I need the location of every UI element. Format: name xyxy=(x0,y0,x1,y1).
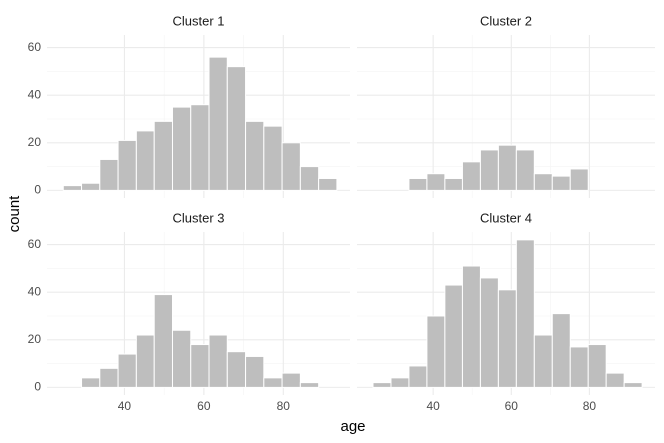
bar xyxy=(81,377,101,388)
bar xyxy=(515,239,535,388)
bar xyxy=(408,365,428,388)
x-tick-label: 60 xyxy=(505,399,519,413)
y-tick-label: 20 xyxy=(28,135,42,149)
bar xyxy=(551,313,571,388)
y-tick-label: 60 xyxy=(28,237,42,251)
bar xyxy=(226,66,247,191)
bar xyxy=(245,355,265,388)
bar xyxy=(444,177,463,191)
bar xyxy=(190,344,210,388)
bar xyxy=(208,56,228,191)
x-tick-label: 80 xyxy=(583,399,597,413)
bar xyxy=(135,334,155,388)
bar xyxy=(245,120,265,191)
bar xyxy=(318,177,338,191)
bar xyxy=(426,173,446,191)
bar xyxy=(623,382,643,388)
bar xyxy=(117,353,137,388)
y-tick-label: 40 xyxy=(28,87,42,101)
bar xyxy=(99,367,119,388)
bar xyxy=(551,175,571,191)
bar xyxy=(281,372,301,388)
x-tick-label: 40 xyxy=(118,399,132,413)
bar xyxy=(605,372,625,388)
bar xyxy=(263,125,283,191)
bar xyxy=(171,106,192,191)
y-tick-label: 0 xyxy=(34,183,41,197)
bar xyxy=(171,329,192,388)
bar xyxy=(372,382,392,388)
y-tick-label: 40 xyxy=(28,284,42,298)
facet-title: Cluster 1 xyxy=(172,13,224,28)
x-tick-label: 60 xyxy=(197,399,211,413)
y-tick-label: 20 xyxy=(28,332,42,346)
y-tick-label: 0 xyxy=(34,380,41,394)
bar xyxy=(587,344,607,388)
bar xyxy=(263,377,283,388)
facet-title: Cluster 4 xyxy=(480,210,532,225)
bar xyxy=(533,173,553,191)
bar xyxy=(479,149,499,191)
bar xyxy=(569,168,589,191)
bar xyxy=(461,265,481,388)
bar xyxy=(226,351,247,388)
bar xyxy=(461,161,481,191)
bar xyxy=(497,144,517,191)
x-tick-label: 40 xyxy=(426,399,440,413)
x-axis-title: age xyxy=(340,418,365,435)
x-tick-label: 80 xyxy=(277,399,291,413)
facet-title: Cluster 3 xyxy=(172,210,224,225)
bar xyxy=(299,382,320,388)
facet-title: Cluster 2 xyxy=(480,13,532,28)
bar xyxy=(81,182,101,191)
bar xyxy=(299,166,320,191)
bar xyxy=(99,158,119,191)
y-axis-title: count xyxy=(6,195,23,233)
bar xyxy=(153,294,173,388)
bar xyxy=(569,346,589,388)
bar xyxy=(533,334,553,388)
bar xyxy=(390,377,410,388)
bar xyxy=(190,104,210,191)
bar xyxy=(515,149,535,191)
bar xyxy=(135,130,155,191)
bar xyxy=(153,120,173,191)
bar xyxy=(426,315,446,388)
bar xyxy=(444,284,463,388)
y-tick-label: 60 xyxy=(28,40,42,54)
bar xyxy=(62,185,83,191)
bar xyxy=(117,139,137,191)
bar xyxy=(408,177,428,191)
bar xyxy=(479,277,499,388)
bar xyxy=(208,334,228,388)
bar xyxy=(497,289,517,388)
bar xyxy=(281,142,301,191)
